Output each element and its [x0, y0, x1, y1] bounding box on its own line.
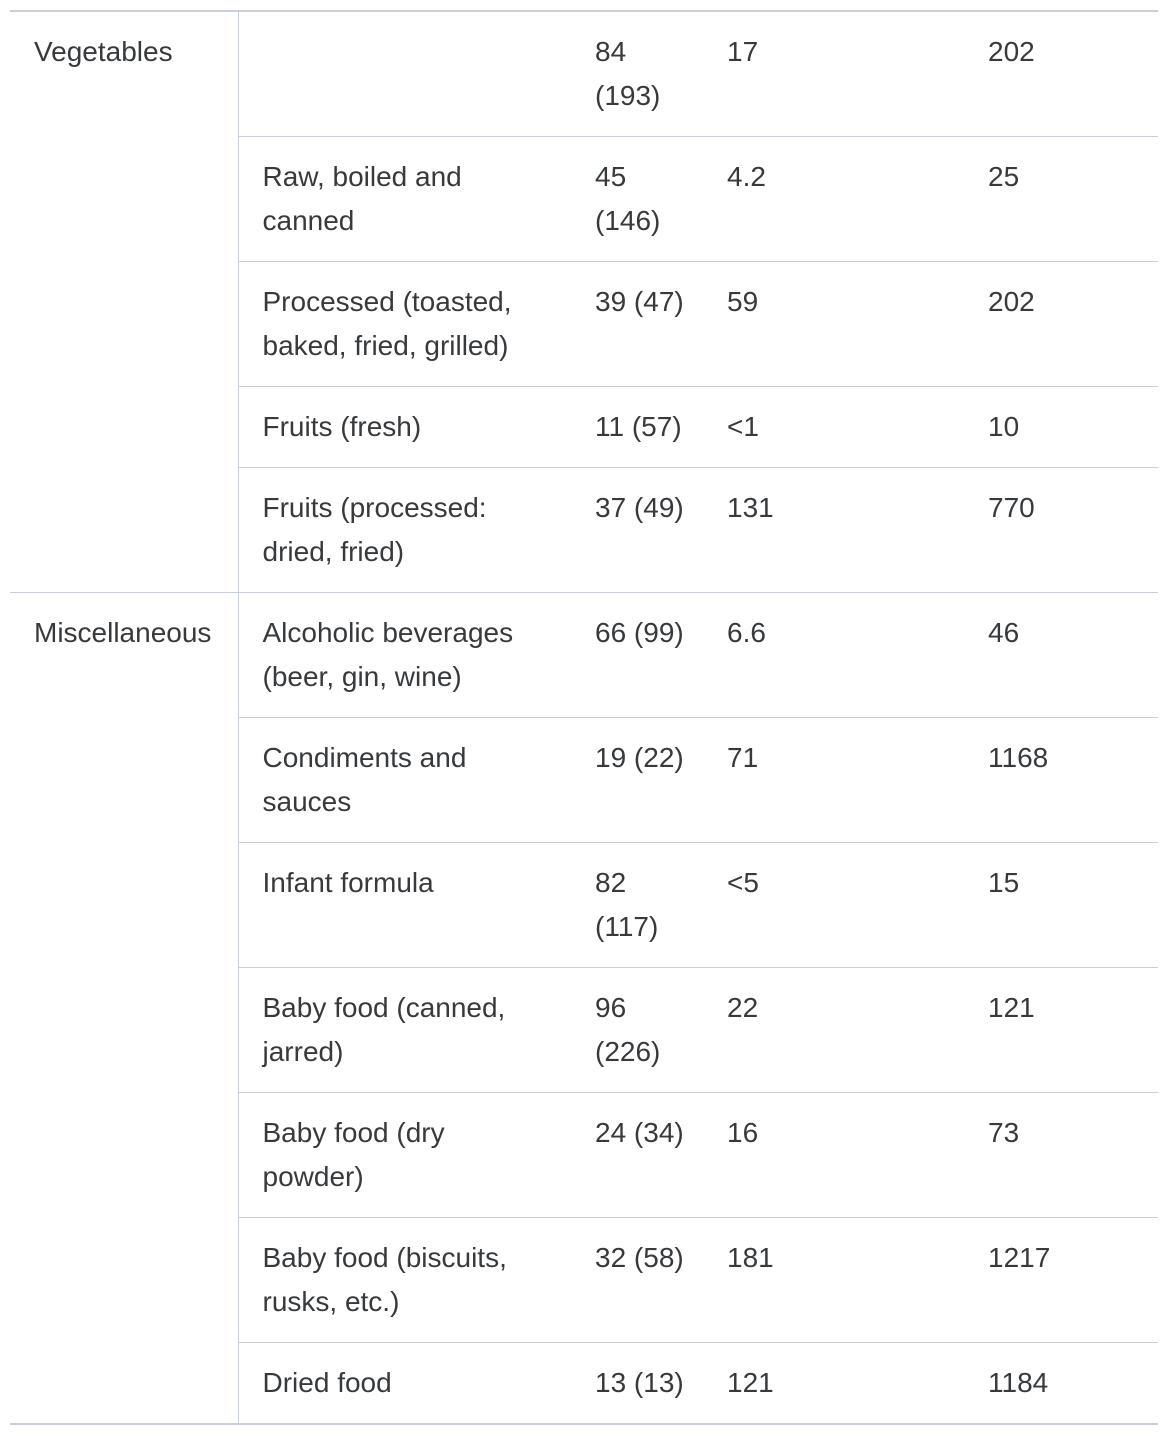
value-cell: 82 (117) — [571, 842, 703, 968]
subcategory-cell — [238, 11, 571, 137]
value-cell: 121 — [703, 1342, 964, 1425]
table-row: Fruits (fresh) 11 (57) <1 10 — [10, 386, 1158, 468]
value-cell: 202 — [964, 261, 1158, 387]
value-cell: 22 — [703, 967, 964, 1093]
subcategory-cell: Raw, boiled and canned — [238, 136, 571, 262]
value-cell: <1 — [703, 386, 964, 468]
value-cell: 46 — [964, 592, 1158, 718]
table-row: Processed (toasted, baked, fried, grille… — [10, 261, 1158, 387]
value-cell: 1217 — [964, 1217, 1158, 1343]
subcategory-cell: Processed (toasted, baked, fried, grille… — [238, 261, 571, 387]
value-cell: 13 (13) — [571, 1342, 703, 1425]
value-cell: 10 — [964, 386, 1158, 468]
value-cell: 45 (146) — [571, 136, 703, 262]
value-cell: 6.6 — [703, 592, 964, 718]
table-row: Baby food (canned, jarred) 96 (226) 22 121 — [10, 967, 1158, 1093]
table-row: Baby food (biscuits, rusks, etc.) 32 (58)… — [10, 1217, 1158, 1343]
table-row: Raw, boiled and canned 45 (146) 4.2 25 — [10, 136, 1158, 262]
table-row: Fruits (processed: dried, fried) 37 (49) 1… — [10, 467, 1158, 593]
value-cell: 202 — [964, 11, 1158, 137]
value-cell: 73 — [964, 1092, 1158, 1218]
table-body: Vegetables 84 (193) 17 202 Raw, boiled and c… — [10, 11, 1158, 1425]
value-cell: 25 — [964, 136, 1158, 262]
value-cell: 66 (99) — [571, 592, 703, 718]
value-cell: 16 — [703, 1092, 964, 1218]
value-cell: 24 (34) — [571, 1092, 703, 1218]
value-cell: 59 — [703, 261, 964, 387]
value-cell: 19 (22) — [571, 717, 703, 843]
value-cell: 181 — [703, 1217, 964, 1343]
value-cell: 121 — [964, 967, 1158, 1093]
value-cell: 4.2 — [703, 136, 964, 262]
subcategory-cell: Baby food (biscuits, rusks, etc.) — [238, 1217, 571, 1343]
food-category-table: Vegetables 84 (193) 17 202 Raw, boiled and c… — [10, 10, 1158, 1425]
value-cell: 17 — [703, 11, 964, 137]
subcategory-cell: Baby food (canned, jarred) — [238, 967, 571, 1093]
category-cell: Miscellaneous — [10, 592, 239, 1425]
subcategory-cell: Alcoholic beverages (beer, gin, wine) — [238, 592, 571, 718]
subcategory-cell: Baby food (dry powder) — [238, 1092, 571, 1218]
value-cell: 131 — [703, 467, 964, 593]
value-cell: 96 (226) — [571, 967, 703, 1093]
table-row: Miscellaneous Alcoholic beverages (beer, … — [10, 592, 1158, 1425]
category-cell: Vegetables — [10, 11, 239, 593]
value-cell: 11 (57) — [571, 386, 703, 468]
table-row: Baby food (dry powder) 24 (34) 16 73 — [10, 1092, 1158, 1218]
table-row: Condiments and sauces 19 (22) 71 1168 — [10, 717, 1158, 843]
value-cell: 39 (47) — [571, 261, 703, 387]
value-cell: 1184 — [964, 1342, 1158, 1425]
subcategory-cell: Infant formula — [238, 842, 571, 968]
value-cell: 84 (193) — [571, 11, 703, 137]
value-cell: 770 — [964, 467, 1158, 593]
value-cell: 37 (49) — [571, 467, 703, 593]
subcategory-cell: Fruits (fresh) — [238, 386, 571, 468]
value-cell: 15 — [964, 842, 1158, 968]
value-cell: <5 — [703, 842, 964, 968]
table-row: Infant formula 82 (117) <5 15 — [10, 842, 1158, 968]
value-cell: 32 (58) — [571, 1217, 703, 1343]
subcategory-cell: Condiments and sauces — [238, 717, 571, 843]
table-row: Vegetables 84 (193) 17 202 — [10, 11, 1158, 593]
subcategory-cell: Fruits (processed: dried, fried) — [238, 467, 571, 593]
subcategory-cell: Dried food — [238, 1342, 571, 1425]
value-cell: 71 — [703, 717, 964, 843]
value-cell: 1168 — [964, 717, 1158, 843]
